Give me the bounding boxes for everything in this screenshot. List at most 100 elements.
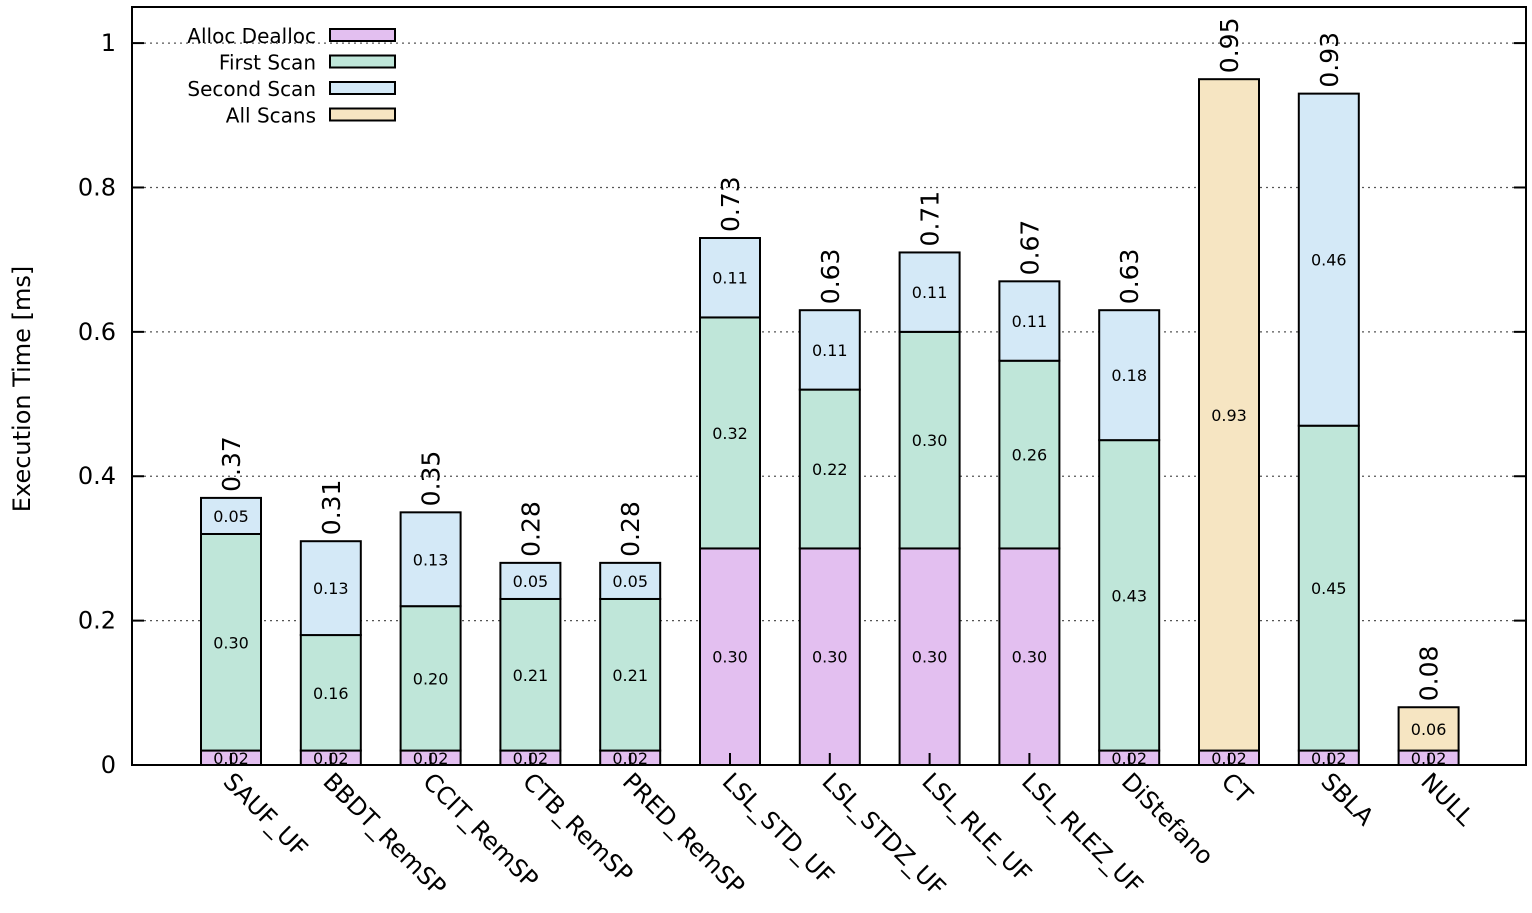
bar-group-bbdt-remsp: 0.020.160.130.31 (299, 480, 362, 768)
bar-group-ccit-remsp: 0.020.200.130.35 (399, 451, 462, 768)
segment-value-label: 0.30 (1012, 648, 1048, 667)
y-axis-label: Execution Time [ms] (8, 266, 36, 512)
segment-value-label: 0.05 (213, 507, 249, 526)
segment-value-label: 0.26 (1012, 446, 1048, 465)
bar-segment-all-scans (1198, 78, 1260, 752)
legend-label: Second Scan (187, 77, 316, 101)
bar-total-label: 0.63 (1115, 249, 1144, 305)
bar-group-sbla: 0.020.450.460.93 (1297, 32, 1360, 768)
bar-total-label: 0.31 (317, 480, 346, 536)
segment-value-label: 0.21 (513, 666, 549, 685)
bar-total-label: 0.35 (417, 451, 446, 507)
legend-swatch (329, 107, 396, 122)
bar-segment-first-scan (399, 605, 462, 752)
x-tick-label: NULL (1415, 767, 1479, 831)
bar-group-lsl-std-uf: 0.30 0.32 0.11 0.73 (699, 176, 761, 767)
bar-segment-first-scan (998, 359, 1061, 550)
segment-value-label: 0.16 (313, 684, 349, 703)
bar-segment-second-scan (1098, 309, 1161, 442)
x-tick-label: SBLA (1316, 767, 1380, 831)
bar-segment-first-scan (200, 532, 262, 752)
bar-total-label: 0.67 (1015, 220, 1044, 276)
segment-value-label: 0.46 (1311, 251, 1347, 270)
legend-swatch (329, 28, 396, 42)
segment-value-label: 0.13 (313, 579, 349, 598)
bar-group-lsl-stdz-uf: 0.30 0.22 0.11 0.63 (798, 249, 861, 767)
legend-swatch (329, 81, 396, 95)
bar-segment-second-scan (499, 561, 562, 600)
bar-segment-second-scan (898, 251, 961, 333)
bar-segment-first-scan (1098, 439, 1161, 752)
y-tick-label: 0.4 (78, 462, 116, 490)
bar-group-ct: 0.020.930.95 (1198, 18, 1260, 768)
segment-value-label: 0.22 (812, 460, 848, 479)
bar-total-label: 0.28 (516, 501, 545, 557)
legend-label: First Scan (219, 51, 316, 75)
segment-value-label: 0.21 (612, 666, 648, 685)
legend-label: All Scans (226, 104, 316, 128)
segment-value-label: 0.05 (513, 572, 549, 591)
segment-value-label: 0.93 (1211, 406, 1247, 425)
bar-segment-alloc-dealloc (998, 547, 1061, 767)
segment-value-label: 0.11 (712, 269, 748, 288)
bar-segment-alloc-dealloc (798, 547, 861, 767)
x-tick-label: SAUF_UF (218, 767, 313, 862)
segment-value-label: 0.30 (712, 648, 748, 667)
bar-segment-second-scan (200, 496, 262, 535)
bar-group-null: 0.020.060.08 (1397, 646, 1460, 768)
bar-total-label: 0.71 (916, 191, 945, 247)
bar-segment-all-scans (1397, 706, 1460, 752)
bar-total-label: 0.95 (1215, 18, 1244, 74)
segment-value-label: 0.45 (1311, 579, 1347, 598)
bar-total-label: 0.37 (217, 436, 246, 492)
bar-segment-second-scan (599, 561, 662, 600)
y-tick-label: 0.2 (78, 607, 116, 635)
segment-value-label: 0.11 (1012, 312, 1048, 331)
bar-segment-second-scan (1297, 92, 1360, 427)
bar-group-distefano: 0.020.430.180.63 (1098, 249, 1161, 768)
bar-group-ctb-remsp: 0.020.210.050.28 (499, 501, 562, 768)
bar-segment-first-scan (898, 330, 961, 550)
segment-value-label: 0.30 (812, 648, 848, 667)
bar-group-lsl-rlez-uf: 0.30 0.26 0.11 0.67 (998, 220, 1061, 767)
bar-segment-second-scan (998, 280, 1061, 362)
bar-segment-second-scan (798, 309, 861, 391)
y-axis: 0 0.2 0.4 0.6 0.8 1 (78, 29, 1526, 779)
segment-value-label: 0.11 (912, 283, 948, 302)
bar-segment-first-scan (599, 597, 662, 752)
bar-segment-first-scan (499, 597, 562, 752)
bar-group-lsl-rle-uf: 0.30 0.30 0.11 0.71 (898, 191, 961, 767)
segment-value-label: 0.20 (413, 669, 449, 688)
segment-value-label: 0.30 (213, 633, 249, 652)
segment-value-label: 0.13 (413, 550, 449, 569)
segment-value-label: 0.43 (1111, 586, 1147, 605)
legend-swatch (329, 54, 396, 69)
bar-group-pred-remsp: 0.020.210.050.28 (599, 501, 662, 768)
bars: 0.020.300.050.370.020.160.130.310.020.20… (200, 18, 1460, 768)
segment-value-label: 0.11 (812, 341, 848, 360)
segment-value-label: 0.30 (912, 431, 948, 450)
segment-value-label: 0.32 (712, 424, 748, 443)
x-tick-label: DiStefano (1116, 767, 1219, 870)
bar-total-label: 0.93 (1315, 32, 1344, 88)
bar-segment-first-scan (699, 316, 761, 550)
bar-group-sauf-uf: 0.020.300.050.37 (200, 436, 262, 768)
bar-total-label: 0.63 (816, 249, 845, 305)
bar-segment-first-scan (798, 388, 861, 550)
segment-value-label: 0.30 (912, 648, 948, 667)
legend-label: Alloc Dealloc (187, 24, 316, 48)
y-tick-label: 0.6 (78, 318, 116, 346)
x-axis: SAUF_UF BBDT_RemSPCCIT_RemSPCTB_RemSPPRED… (218, 753, 1480, 902)
bar-segment-second-scan (399, 511, 462, 608)
segment-value-label: 0.05 (612, 572, 648, 591)
y-tick-label: 0.8 (78, 173, 116, 201)
y-tick-label: 1 (101, 29, 116, 57)
bar-total-label: 0.08 (1415, 646, 1444, 702)
bar-total-label: 0.28 (616, 501, 645, 557)
segment-value-label: 0.06 (1411, 720, 1447, 739)
y-tick-label: 0 (101, 751, 116, 779)
bar-segment-second-scan (299, 540, 362, 637)
x-tick-label: CT (1216, 767, 1258, 809)
